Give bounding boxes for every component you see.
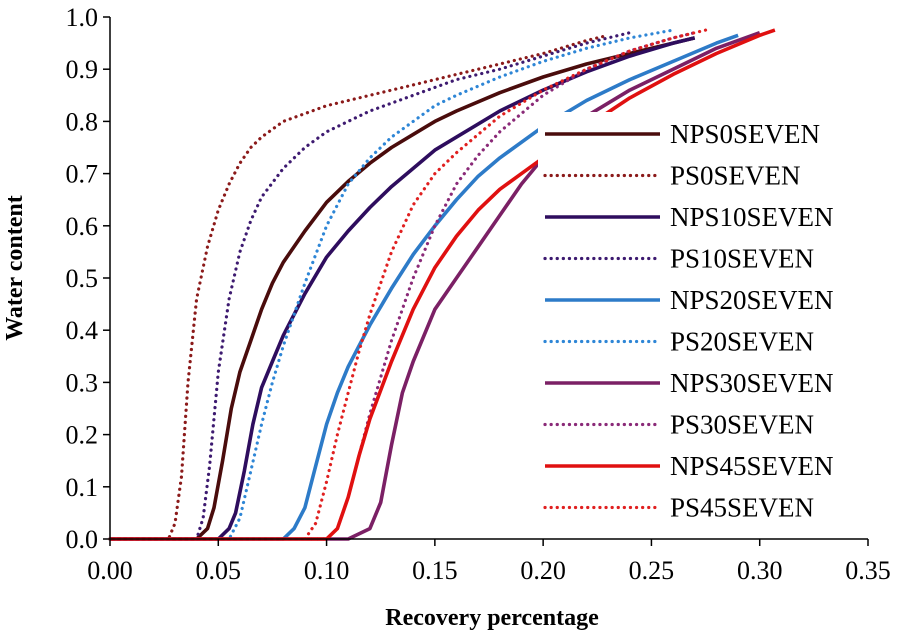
x-axis-title: Recovery percentage — [385, 605, 599, 631]
ticks-layer: 0.00 0.05 0.10 0.15 0.20 0.25 0.30 0.35 0.0 0.1 0.… — [66, 3, 891, 585]
legend-label-nps45seven: NPS45SEVEN — [670, 451, 834, 481]
x-tick-label: 0.30 — [737, 556, 783, 585]
series-line-nps45seven — [110, 28, 776, 541]
y-axis-title: Water content — [2, 195, 28, 341]
y-tick-label: 0.6 — [66, 212, 99, 241]
y-tick-label: 0.7 — [66, 160, 99, 189]
legend-label-ps30seven: PS30SEVEN — [670, 410, 814, 440]
x-tick-label: 0.20 — [520, 556, 566, 585]
y-tick-label: 0.8 — [66, 107, 99, 136]
y-tick-label: 0.0 — [66, 525, 99, 554]
series-line-ps0seven — [108, 33, 610, 541]
y-tick-label: 0.9 — [66, 55, 99, 84]
legend-label-ps45seven: PS45SEVEN — [670, 493, 814, 523]
series-line-nps20seven — [110, 33, 739, 541]
legend-label-nps30seven: NPS30SEVEN — [670, 368, 834, 398]
series-layer — [108, 28, 776, 541]
series-line-ps10seven — [108, 31, 632, 541]
x-tick-label: 0.35 — [845, 556, 891, 585]
y-tick-label: 0.4 — [66, 316, 99, 345]
series-line-ps30seven — [108, 31, 697, 541]
y-tick-label: 1.0 — [66, 3, 99, 32]
legend-label-nps10seven: NPS10SEVEN — [670, 202, 834, 232]
x-tick-label: 0.15 — [412, 556, 458, 585]
y-tick-label: 0.3 — [66, 368, 99, 397]
x-tick-label: 0.10 — [304, 556, 350, 585]
legend-label-ps10seven: PS10SEVEN — [670, 244, 814, 274]
x-tick-label: 0.25 — [629, 556, 675, 585]
legend-label-ps20seven: PS20SEVEN — [670, 327, 814, 357]
y-tick-label: 0.1 — [66, 473, 99, 502]
x-tick-label: 0.00 — [87, 556, 133, 585]
y-tick-label: 0.5 — [66, 264, 99, 293]
legend-label-nps0seven: NPS0SEVEN — [670, 119, 820, 149]
legend: NPS0SEVEN PS0SEVEN NPS10SEVEN PS10SEVEN NPS2… — [538, 112, 868, 532]
series-line-nps30seven — [110, 31, 761, 541]
y-tick-label: 0.2 — [66, 421, 99, 450]
legend-label-nps20seven: NPS20SEVEN — [670, 285, 834, 315]
series-line-ps20seven — [108, 28, 675, 541]
x-tick-label: 0.05 — [196, 556, 242, 585]
series-line-nps0seven — [110, 36, 696, 541]
legend-label-ps0seven: PS0SEVEN — [670, 161, 801, 191]
series-line-ps45seven — [108, 28, 708, 541]
legend-background — [538, 112, 868, 532]
